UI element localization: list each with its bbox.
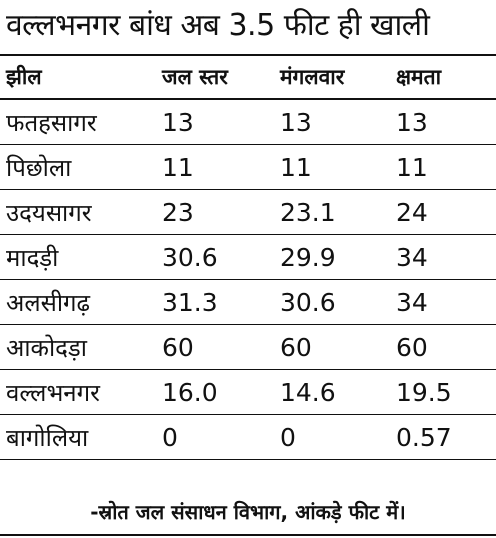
- tuesday-level: 14.6: [270, 369, 386, 415]
- capacity: 60: [386, 324, 496, 370]
- table-row: पिछोला 11 11 11: [0, 144, 496, 190]
- water-level: 16.0: [152, 369, 270, 415]
- water-level: 60: [152, 324, 270, 370]
- headline: वल्लभनगर बांध अब 3.5 फीट ही खाली: [6, 8, 430, 43]
- lake-name: उदयसागर: [0, 189, 152, 235]
- table-row: अलसीगढ़ 31.3 30.6 34: [0, 279, 496, 325]
- tuesday-level: 0: [270, 414, 386, 460]
- capacity: 34: [386, 234, 496, 280]
- capacity: 13: [386, 99, 496, 145]
- lake-name: मादड़ी: [0, 234, 152, 280]
- water-level: 31.3: [152, 279, 270, 325]
- header-row: झील जल स्तर मंगलवार क्षमता: [0, 54, 496, 100]
- lake-name: आकोदड़ा: [0, 324, 152, 370]
- header-water-level: जल स्तर: [152, 54, 270, 100]
- water-level: 0: [152, 414, 270, 460]
- lake-name: पिछोला: [0, 144, 152, 190]
- table-row: आकोदड़ा 60 60 60: [0, 324, 496, 370]
- lake-name: अलसीगढ़: [0, 279, 152, 325]
- bottom-rule: [0, 534, 496, 536]
- table-row: उदयसागर 23 23.1 24: [0, 189, 496, 235]
- lake-name: फतहसागर: [0, 99, 152, 145]
- water-level: 23: [152, 189, 270, 235]
- tuesday-level: 23.1: [270, 189, 386, 235]
- water-level: 11: [152, 144, 270, 190]
- table-row: फतहसागर 13 13 13: [0, 99, 496, 145]
- source-note: -स्रोत जल संसाधन विभाग, आंकड़े फीट में।: [90, 500, 406, 524]
- table-body: फतहसागर 13 13 13 पिछोला 11 11 11 उदयसागर…: [0, 99, 496, 460]
- header-lake: झील: [0, 54, 152, 100]
- header-tuesday: मंगलवार: [270, 54, 386, 100]
- capacity: 11: [386, 144, 496, 190]
- tuesday-level: 30.6: [270, 279, 386, 325]
- capacity: 19.5: [386, 369, 496, 415]
- lake-name: वल्लभनगर: [0, 369, 152, 415]
- capacity: 34: [386, 279, 496, 325]
- lake-levels-table: झील जल स्तर मंगलवार क्षमता फतहसागर 13 13…: [0, 54, 496, 460]
- water-level: 13: [152, 99, 270, 145]
- table-header: झील जल स्तर मंगलवार क्षमता: [0, 54, 496, 100]
- table-row: वल्लभनगर 16.0 14.6 19.5: [0, 369, 496, 415]
- lake-name: बागोलिया: [0, 414, 152, 460]
- tuesday-level: 13: [270, 99, 386, 145]
- table-row: बागोलिया 0 0 0.57: [0, 414, 496, 460]
- tuesday-level: 60: [270, 324, 386, 370]
- water-level: 30.6: [152, 234, 270, 280]
- capacity: 0.57: [386, 414, 496, 460]
- header-capacity: क्षमता: [386, 54, 496, 100]
- capacity: 24: [386, 189, 496, 235]
- table-row: मादड़ी 30.6 29.9 34: [0, 234, 496, 280]
- tuesday-level: 11: [270, 144, 386, 190]
- tuesday-level: 29.9: [270, 234, 386, 280]
